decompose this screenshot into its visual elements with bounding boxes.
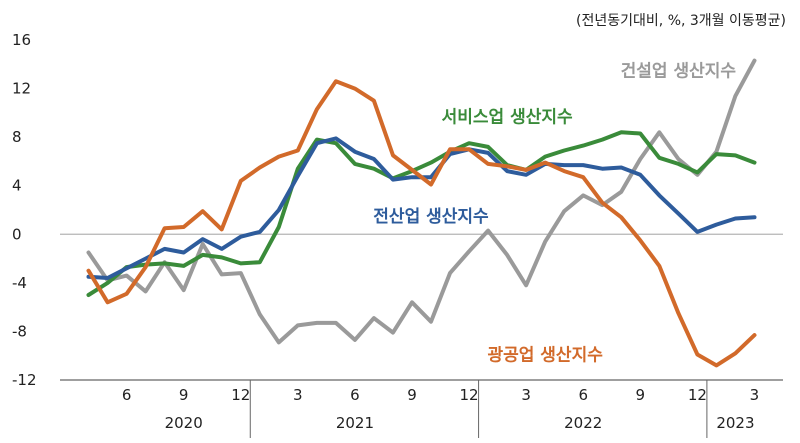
series-lines	[86, 58, 757, 368]
year-label: 2021	[336, 414, 374, 432]
year-label: 2020	[165, 414, 203, 432]
x-tick-label: 12	[688, 386, 707, 404]
x-tick-label: 3	[293, 386, 303, 404]
y-tick-label: 4	[12, 177, 22, 195]
x-tick-label: 6	[122, 386, 132, 404]
year-label: 2022	[564, 414, 602, 432]
axes: 16 12 8 4 0 -4 -8 -12 6 9 12 3 6 9 12 3 6 9 12 3 2020 2021 202…	[12, 31, 783, 438]
series-line-1	[86, 130, 757, 297]
year-label: 2023	[716, 414, 754, 432]
x-tick-label: 3	[521, 386, 531, 404]
x-tick-label: 9	[636, 386, 646, 404]
y-tick-label: -4	[12, 274, 27, 292]
x-tick-label: 6	[578, 386, 588, 404]
series-label: 광공업 생산지수	[487, 346, 603, 366]
y-tick-label: 8	[12, 128, 22, 146]
series-label: 서비스업 생산지수	[442, 108, 573, 128]
x-tick-label: 12	[231, 386, 250, 404]
y-tick-label: -8	[12, 322, 27, 340]
x-tick-label: 6	[350, 386, 360, 404]
y-tick-label: 12	[12, 80, 31, 98]
x-tick-label: 3	[750, 386, 760, 404]
series-label: 건설업 생산지수	[621, 61, 737, 81]
x-tick-label: 12	[460, 386, 479, 404]
y-tick-label: 0	[12, 225, 22, 243]
y-tick-label: -12	[12, 371, 37, 389]
series-line-0	[86, 58, 757, 345]
y-tick-label: 16	[12, 31, 31, 49]
x-tick-label: 9	[407, 386, 417, 404]
unit-note: (전년동기대비, %, 3개월 이동평균)	[576, 13, 786, 29]
x-tick-label: 9	[179, 386, 189, 404]
series-label: 전산업 생산지수	[373, 207, 489, 227]
series-line-3	[86, 79, 757, 368]
